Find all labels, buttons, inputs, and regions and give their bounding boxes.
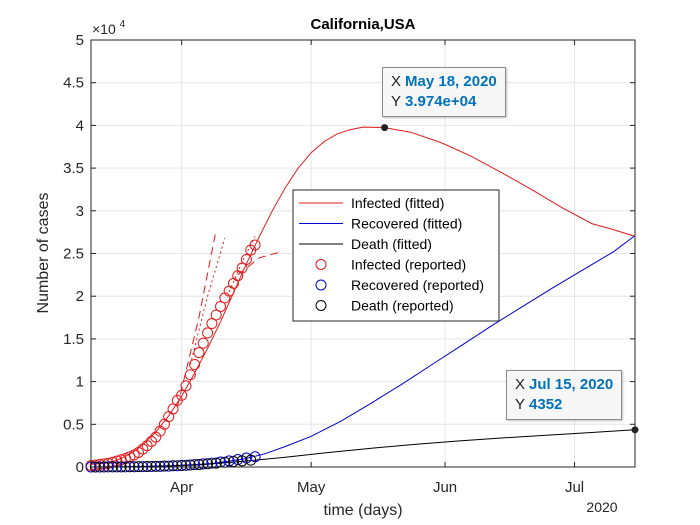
data-point: [158, 460, 170, 472]
legend-entry-label: Infected (fitted): [351, 195, 444, 211]
data-point: [215, 300, 227, 312]
legend: Infected (fitted) Recovered (fitted) Death…: [292, 189, 500, 322]
data-point: [210, 457, 222, 469]
legend-entry-label: Recovered (reported): [351, 277, 484, 293]
datatip-value: May 18, 2020: [405, 73, 497, 90]
datatip-key: X: [391, 73, 402, 90]
data-point: [150, 431, 162, 443]
data-point: [171, 460, 183, 472]
legend-entry-label: Recovered (fitted): [351, 216, 462, 232]
y-tick-label: 2: [76, 288, 84, 305]
data-point: [163, 460, 175, 472]
data-point: [189, 459, 201, 471]
y-tick-label: 4.5: [63, 75, 84, 92]
data-point: [236, 455, 248, 467]
data-point: [210, 309, 222, 321]
legend-swatch-marker: [315, 279, 327, 291]
data-point: [111, 455, 123, 467]
datatip-peak[interactable]: X May 18, 2020 Y 3.974e+04: [382, 67, 506, 117]
datatip-row: X May 18, 2020: [391, 72, 497, 92]
data-point: [167, 460, 179, 472]
legend-entry-label: Death (reported): [351, 298, 454, 314]
y-exponent-label: ×10 4: [92, 19, 126, 37]
x-tick-label: May: [297, 479, 326, 496]
fit-dashed-line: [176, 229, 217, 408]
datatip-end-marker: [631, 426, 639, 434]
legend-entry-label: Infected (reported): [351, 257, 466, 273]
data-point: [202, 327, 214, 339]
y-tick-label: 3: [76, 203, 84, 220]
datatip-row: Y 3.974e+04: [391, 92, 497, 112]
datatip-row: Y 4352: [515, 395, 613, 415]
x-axis-label: time (days): [323, 502, 402, 519]
data-point: [189, 359, 201, 371]
data-point: [245, 454, 257, 466]
data-point: [193, 347, 205, 359]
legend-swatch-marker: [315, 300, 327, 311]
data-point: [141, 440, 153, 452]
datatip-end[interactable]: X Jul 15, 2020 Y 4352: [506, 370, 623, 420]
y-tick-label: 3.5: [63, 160, 84, 177]
data-point: [206, 318, 218, 330]
data-point: [197, 337, 209, 349]
fit-dotted-line: [228, 236, 256, 293]
data-point: [184, 459, 196, 471]
data-point: [150, 460, 162, 472]
data-point: [193, 458, 205, 470]
series-infected-fitted: [90, 126, 636, 465]
data-point: [202, 458, 214, 470]
data-point: [145, 435, 157, 447]
y-exponent-base: ×10: [92, 21, 116, 37]
series-death-fitted: [90, 429, 636, 468]
data-point: [223, 455, 235, 467]
data-point: [249, 239, 261, 251]
y-tick-label: 1.5: [63, 331, 84, 348]
y-tick-label: 4: [76, 117, 84, 134]
datatip-value: 3.974e+04: [405, 93, 477, 110]
legend-swatch-marker: [315, 259, 327, 270]
y-tick-label: 2.5: [63, 246, 84, 263]
fit-dotted-line: [189, 237, 226, 365]
fit-dashed-line: [237, 251, 282, 276]
y-axis-label: Number of cases: [35, 193, 52, 314]
data-point: [176, 459, 188, 471]
data-point: [197, 458, 209, 470]
datatip-value: 4352: [529, 396, 563, 413]
x-tick-label: Jun: [433, 479, 457, 496]
datatip-peak-marker: [381, 124, 389, 132]
data-point: [206, 457, 218, 469]
data-point: [145, 460, 157, 472]
datatip-key: X: [515, 376, 526, 393]
legend-entry-label: Death (fitted): [351, 236, 432, 252]
y-exponent-power: 4: [120, 19, 126, 30]
datatip-key: Y: [515, 396, 526, 413]
x-tick-label: Apr: [170, 479, 193, 496]
y-tick-label: 0: [76, 459, 84, 476]
datatip-value: Jul 15, 2020: [529, 376, 614, 393]
data-point: [167, 403, 179, 415]
legend-box: [292, 189, 500, 322]
year-label: 2020: [586, 499, 617, 515]
data-point: [180, 459, 192, 471]
x-tick-label: Jul: [565, 479, 584, 496]
data-point: [141, 460, 153, 472]
datatip-key: Y: [391, 93, 402, 110]
datatip-row: X Jul 15, 2020: [515, 375, 613, 395]
y-tick-label: 0.5: [63, 416, 84, 433]
y-tick-label: 5: [76, 32, 84, 49]
data-point: [154, 460, 166, 472]
chart-title: California,USA: [310, 16, 415, 33]
ticks: 0 0.5 1 1.5 2 2.5 3 3.5 4 4.5 5 Apr May Jun Jul: [63, 32, 635, 496]
datatip-markers: [381, 124, 639, 434]
data-point: [180, 380, 192, 392]
y-tick-label: 1: [76, 374, 84, 391]
